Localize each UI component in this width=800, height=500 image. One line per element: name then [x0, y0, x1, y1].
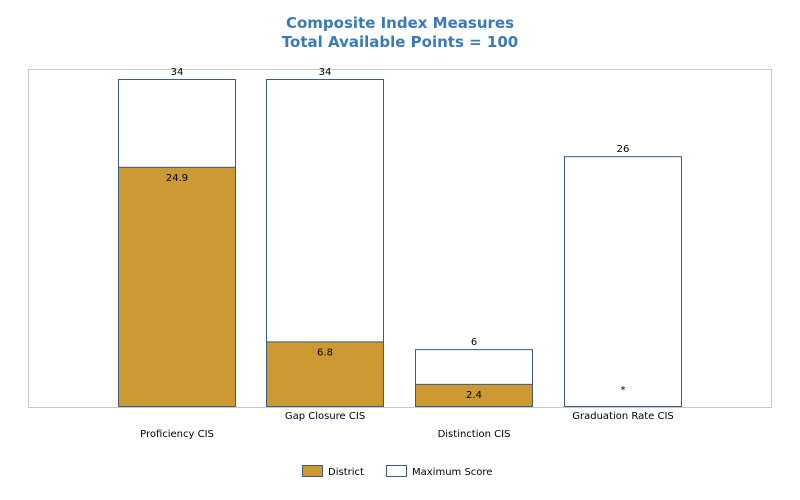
data-label-district: *: [621, 385, 626, 396]
data-label-maximum-score: 26: [617, 144, 630, 155]
data-label-maximum-score: 6: [471, 337, 477, 348]
x-tick-label: Proficiency CIS: [140, 429, 214, 440]
legend-swatch: [302, 465, 323, 477]
bar-district: [118, 166, 236, 407]
legend-label: District: [328, 467, 364, 478]
plot-area-frame: [28, 69, 772, 408]
bar-district: [415, 383, 533, 407]
x-tick-label: Distinction CIS: [438, 429, 511, 440]
x-tick-label: Gap Closure CIS: [285, 411, 365, 422]
bars-layer: [118, 79, 682, 407]
labels-layer: 34 24.9 Proficiency CIS 34 6.8 Gap Closure CI…: [140, 67, 674, 440]
legend: District Maximum Score: [302, 465, 492, 478]
chart-title-line: Composite Index Measures: [285, 14, 515, 32]
chart-subtitle-line: Total Available Points = 100: [281, 33, 519, 51]
data-label-maximum-score: 34: [319, 67, 332, 78]
data-label-maximum-score: 34: [171, 67, 184, 78]
data-label-district: 2.4: [466, 390, 482, 401]
x-tick-label: Graduation Rate CIS: [572, 411, 674, 422]
legend-label: Maximum Score: [412, 467, 492, 478]
legend-swatch: [386, 465, 407, 477]
data-label-district: 24.9: [166, 173, 188, 184]
bar-maximum-score: [564, 156, 682, 407]
bar-district: [266, 341, 384, 407]
data-label-district: 6.8: [317, 347, 333, 358]
chart-title: Composite Index Measures Total Available…: [0, 14, 800, 52]
